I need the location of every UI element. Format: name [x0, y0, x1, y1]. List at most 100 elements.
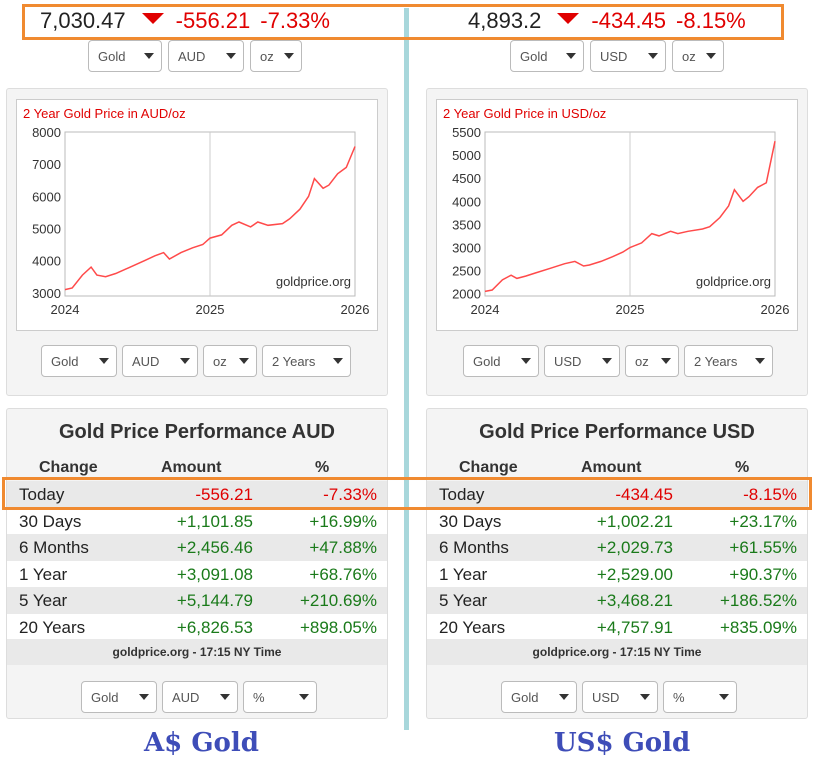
- table-row: 20 Years +6,826.53 +898.05%: [7, 613, 387, 640]
- aud-bottom-currency-select[interactable]: AUD: [162, 681, 238, 713]
- aud-spot-price: 7,030.47: [40, 8, 126, 33]
- col-header-amount: Amount: [581, 459, 642, 476]
- down-arrow-icon: [141, 12, 164, 24]
- x-tick-label: 2026: [341, 302, 370, 317]
- usd-bottom-currency-select[interactable]: USD: [582, 681, 658, 713]
- table-row: 30 Days +1,101.85 +16.99%: [7, 507, 387, 534]
- usd-top-unit-select[interactable]: oz: [672, 40, 724, 72]
- aud-chart: 3000 4000 5000 6000 7000 8000 2024 2025 2026 gold…: [16, 99, 378, 331]
- aud-top-currency-select[interactable]: AUD: [168, 40, 244, 72]
- chevron-down-icon: [566, 53, 576, 59]
- x-tick-label: 2025: [616, 302, 645, 317]
- aud-performance-table: Today -556.21 -7.33% 30 Days +1,101.85 +16.9…: [7, 481, 387, 640]
- x-tick-label: 2024: [471, 302, 500, 317]
- usd-chart-title: 2 Year Gold Price in USD/oz: [443, 106, 607, 121]
- table-row: 5 Year +3,468.21 +186.52%: [427, 587, 807, 614]
- aud-bottom-metal-select[interactable]: Gold: [81, 681, 157, 713]
- chevron-down-icon: [521, 358, 531, 364]
- y-tick-label: 4000: [452, 194, 481, 209]
- chevron-down-icon: [706, 53, 716, 59]
- table-row: Today -434.45 -8.15%: [427, 481, 807, 508]
- y-tick-label: 8000: [32, 125, 61, 140]
- chevron-down-icon: [719, 694, 729, 700]
- usd-chart-svg: 2000 2500 3000 3500 4000 4500 5000 5500 2024 2025…: [452, 125, 790, 317]
- aud-chart-period-select[interactable]: 2 Years: [262, 345, 351, 377]
- usd-performance-title: Gold Price Performance USD: [479, 421, 755, 443]
- usd-change-pct: -8.15%: [676, 8, 746, 33]
- y-tick-label: 2500: [452, 264, 481, 279]
- y-tick-label: 3500: [452, 217, 481, 232]
- chart-watermark: goldprice.org: [696, 274, 771, 289]
- table-row: 5 Year +5,144.79 +210.69%: [7, 587, 387, 614]
- aud-caption: A$ Gold: [144, 728, 259, 758]
- y-tick-label: 5000: [32, 221, 61, 236]
- aud-price-header: 7,030.47 -556.21 -7.33%: [40, 8, 330, 34]
- usd-top-currency-select[interactable]: USD: [590, 40, 666, 72]
- table-row: 20 Years +4,757.91 +835.09%: [427, 613, 807, 640]
- usd-source-note: goldprice.org - 17:15 NY Time: [427, 639, 807, 665]
- aud-chart-currency-select[interactable]: AUD: [122, 345, 198, 377]
- usd-chart-currency-select[interactable]: USD: [544, 345, 620, 377]
- usd-spot-price: 4,893.2: [468, 8, 542, 33]
- aud-performance-title: Gold Price Performance AUD: [58, 421, 335, 443]
- price-series-line: [484, 141, 776, 293]
- usd-chart-period-select[interactable]: 2 Years: [684, 345, 773, 377]
- table-row: Today -556.21 -7.33%: [7, 481, 387, 508]
- usd-performance-table: Today -434.45 -8.15% 30 Days +1,002.21 +23.1…: [427, 481, 807, 640]
- y-tick-label: 3000: [452, 240, 481, 255]
- aud-chart-card: 3000 4000 5000 6000 7000 8000 2024 2025 2026 gold…: [6, 88, 388, 396]
- col-header-change: Change: [39, 459, 98, 476]
- chevron-down-icon: [144, 53, 154, 59]
- usd-chart-metal-select[interactable]: Gold: [463, 345, 539, 377]
- down-arrow-icon: [557, 12, 580, 24]
- chart-watermark: goldprice.org: [276, 274, 351, 289]
- chevron-down-icon: [602, 358, 612, 364]
- usd-price-header: 4,893.2 -434.45 -8.15%: [468, 8, 746, 34]
- x-tick-label: 2024: [51, 302, 80, 317]
- price-series-line: [64, 146, 356, 291]
- table-row: 30 Days +1,002.21 +23.17%: [427, 507, 807, 534]
- col-header-pct: %: [735, 459, 750, 476]
- col-header-pct: %: [315, 459, 330, 476]
- aud-top-unit-select[interactable]: oz: [250, 40, 302, 72]
- aud-chart-metal-select[interactable]: Gold: [41, 345, 117, 377]
- aud-top-metal-select[interactable]: Gold: [88, 40, 162, 72]
- chevron-down-icon: [180, 358, 190, 364]
- chevron-down-icon: [299, 694, 309, 700]
- usd-performance-card: Gold Price Performance USD Change Amount…: [426, 408, 808, 719]
- column-divider: [404, 8, 409, 730]
- aud-chart-unit-select[interactable]: oz: [203, 345, 257, 377]
- chevron-down-icon: [239, 358, 249, 364]
- y-tick-label: 5000: [452, 148, 481, 163]
- x-tick-label: 2026: [761, 302, 790, 317]
- usd-caption: US$ Gold: [554, 728, 691, 758]
- col-header-change: Change: [459, 459, 518, 476]
- aud-change: -556.21: [175, 8, 251, 33]
- usd-bottom-mode-select[interactable]: %: [663, 681, 737, 713]
- chevron-down-icon: [755, 358, 765, 364]
- y-tick-label: 4000: [32, 254, 61, 269]
- chevron-down-icon: [139, 694, 149, 700]
- aud-chart-svg: 3000 4000 5000 6000 7000 8000 2024 2025 2026 gold…: [32, 125, 370, 317]
- y-tick-label: 7000: [32, 157, 61, 172]
- usd-chart-unit-select[interactable]: oz: [625, 345, 679, 377]
- aud-bottom-mode-select[interactable]: %: [243, 681, 317, 713]
- y-tick-label: 3000: [32, 286, 61, 301]
- chevron-down-icon: [640, 694, 650, 700]
- x-tick-label: 2025: [196, 302, 225, 317]
- usd-change: -434.45: [591, 8, 667, 33]
- y-tick-label: 6000: [32, 189, 61, 204]
- usd-panel: 4,893.2 -434.45 -8.15% Gold USD oz 2000 2…: [420, 0, 814, 764]
- aud-performance-card: Gold Price Performance AUD Change Amount…: [6, 408, 388, 719]
- usd-top-metal-select[interactable]: Gold: [510, 40, 584, 72]
- usd-bottom-metal-select[interactable]: Gold: [501, 681, 577, 713]
- aud-chart-title: 2 Year Gold Price in AUD/oz: [23, 106, 186, 121]
- aud-change-pct: -7.33%: [260, 8, 330, 33]
- y-tick-label: 2000: [452, 287, 481, 302]
- chevron-down-icon: [661, 358, 671, 364]
- table-row: 1 Year +2,529.00 +90.37%: [427, 560, 807, 587]
- chevron-down-icon: [99, 358, 109, 364]
- aud-source-note: goldprice.org - 17:15 NY Time: [7, 639, 387, 665]
- chevron-down-icon: [333, 358, 343, 364]
- chevron-down-icon: [559, 694, 569, 700]
